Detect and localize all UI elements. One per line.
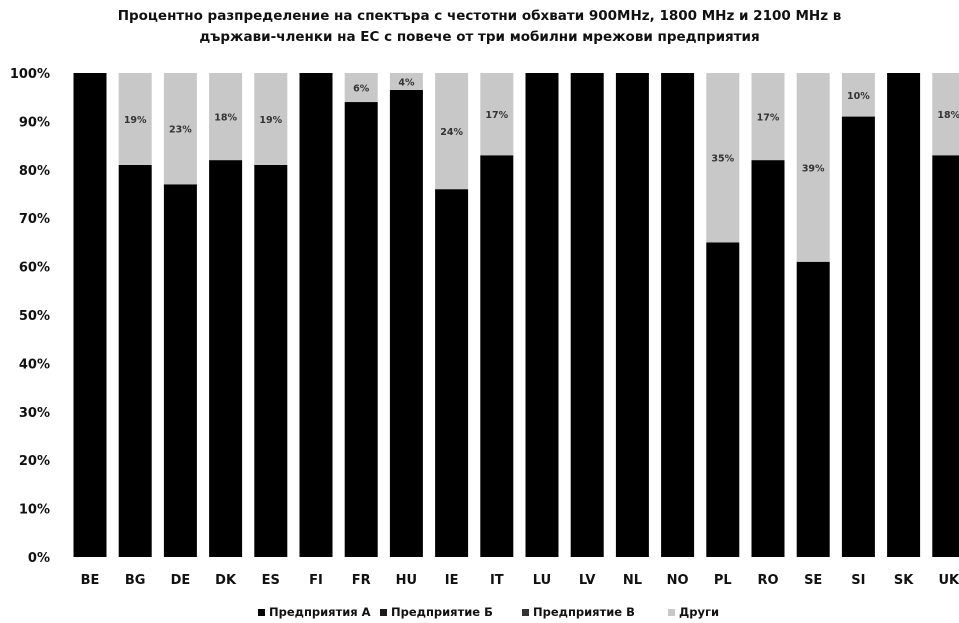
bar-segment	[299, 73, 333, 557]
legend-swatch	[258, 609, 265, 616]
bar-segment	[796, 73, 830, 262]
legend-label: Други	[679, 605, 719, 619]
bar-segment	[254, 164, 288, 557]
x-tick-label: PL	[714, 573, 732, 588]
bar-segment	[751, 73, 785, 161]
data-label: 4%	[398, 77, 415, 88]
y-tick-label: 0%	[28, 551, 50, 566]
data-label: 18%	[214, 113, 237, 124]
data-label: 19%	[124, 115, 147, 126]
legend-label: Предприятия А	[269, 605, 371, 619]
bar-segment	[389, 73, 423, 90]
x-tick-label: ES	[262, 573, 280, 588]
bar-segment	[435, 73, 469, 190]
x-tick-label: LV	[579, 573, 596, 588]
bar-segment	[344, 73, 378, 103]
bar-segment	[73, 73, 107, 557]
bar-segment	[615, 73, 649, 557]
x-tick-label: IT	[490, 573, 504, 588]
data-label: 39%	[802, 163, 825, 174]
y-tick-label: 80%	[19, 164, 50, 179]
x-tick-label: BG	[125, 573, 146, 588]
bar-segment	[344, 102, 378, 557]
bar-segment	[163, 73, 197, 185]
bar-segment	[887, 73, 921, 557]
x-tick-label: LU	[533, 573, 551, 588]
data-label: 24%	[440, 127, 463, 138]
bar-segment	[480, 73, 514, 156]
data-label: 10%	[847, 91, 870, 102]
x-tick-label: NO	[667, 573, 689, 588]
y-tick-label: 70%	[19, 212, 50, 227]
x-tick-label: SI	[851, 573, 865, 588]
y-tick-label: 60%	[19, 261, 50, 276]
legend-swatch	[522, 609, 529, 616]
legend-label: Предприятие В	[533, 605, 635, 619]
y-tick-label: 40%	[19, 357, 50, 372]
bar-segment	[254, 73, 288, 165]
data-label: 17%	[757, 113, 780, 124]
data-label: 35%	[711, 154, 734, 165]
bar-segment	[389, 89, 423, 557]
y-tick-label: 30%	[19, 406, 50, 421]
bar-segment	[932, 73, 959, 156]
x-tick-label: RO	[757, 573, 778, 588]
y-tick-label: 90%	[19, 115, 50, 130]
bar-segment	[163, 184, 197, 557]
chart-title-line-1: Процентно разпределение на спектъра с че…	[117, 8, 842, 24]
x-tick-label: SE	[804, 573, 822, 588]
x-tick-label: FI	[309, 573, 323, 588]
bar-segment	[570, 73, 604, 557]
x-tick-label: FR	[352, 573, 371, 588]
bar-segment	[209, 73, 243, 161]
data-label: 18%	[937, 110, 959, 121]
bar-segment	[932, 155, 959, 557]
y-tick-label: 50%	[19, 309, 50, 324]
y-tick-label: 20%	[19, 454, 50, 469]
x-tick-label: BE	[81, 573, 100, 588]
data-label: 17%	[485, 110, 508, 121]
x-tick-label: SK	[894, 573, 914, 588]
y-tick-label: 100%	[10, 67, 50, 82]
bar-segment	[706, 73, 740, 243]
chart-title: Процентно разпределение на спектъра с че…	[40, 6, 919, 48]
bar-segment	[751, 160, 785, 557]
x-tick-label: NL	[623, 573, 642, 588]
x-tick-label: DE	[171, 573, 191, 588]
legend-label: Предприятие Б	[391, 605, 493, 619]
data-label: 23%	[169, 125, 192, 136]
bar-segment	[118, 73, 152, 165]
bar-segment	[796, 261, 830, 557]
x-tick-label: DK	[215, 573, 237, 588]
bar-segment	[480, 155, 514, 557]
bar-segment	[435, 189, 469, 557]
legend-swatch	[668, 609, 675, 616]
x-tick-label: UK	[938, 573, 959, 588]
bar-segment	[525, 73, 559, 557]
x-tick-label: IE	[445, 573, 459, 588]
chart-title-line-2: държави-членки на ЕС с повече от три моб…	[199, 29, 760, 45]
bar-segment	[118, 164, 152, 557]
bar-segment	[841, 116, 875, 557]
data-label: 19%	[259, 115, 282, 126]
bar-segment	[661, 73, 695, 557]
bar-segment	[841, 73, 875, 117]
legend-swatch	[380, 609, 387, 616]
data-label: 6%	[353, 84, 370, 95]
y-tick-label: 10%	[19, 503, 50, 518]
bar-segment	[209, 160, 243, 557]
bar-segment	[706, 242, 740, 557]
x-tick-label: HU	[396, 573, 417, 588]
